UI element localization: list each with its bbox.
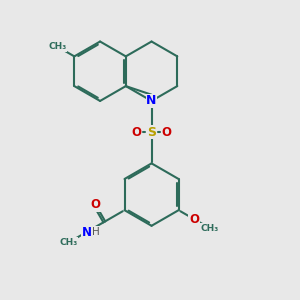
Text: O: O (91, 198, 100, 211)
Text: N: N (146, 94, 157, 107)
Text: S: S (147, 126, 156, 139)
Text: N: N (82, 226, 92, 238)
Text: O: O (161, 126, 171, 139)
Text: CH₃: CH₃ (200, 224, 219, 232)
Text: CH₃: CH₃ (49, 42, 67, 51)
Text: H: H (92, 227, 100, 237)
Text: O: O (132, 126, 142, 139)
Text: CH₃: CH₃ (59, 238, 78, 247)
Text: O: O (189, 213, 199, 226)
